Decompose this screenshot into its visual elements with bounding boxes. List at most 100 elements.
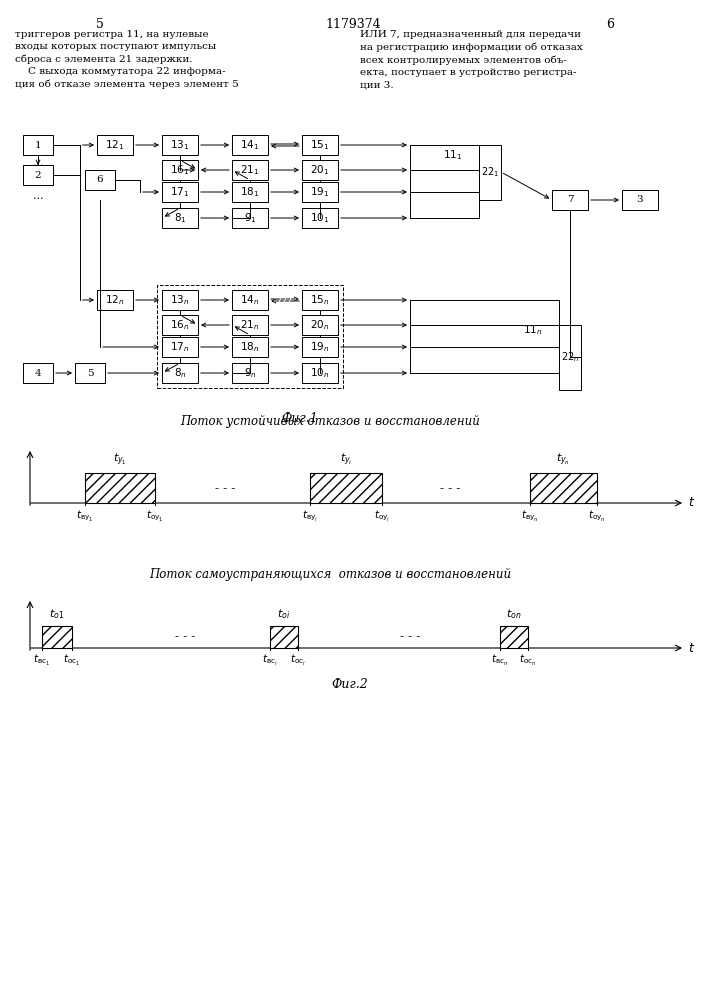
Bar: [232, 135, 268, 155]
Text: $20_n$: $20_n$: [310, 318, 329, 332]
Text: триггеров регистра 11, на нулевые
входы которых поступают импульсы
сброса с элем: триггеров регистра 11, на нулевые входы …: [15, 30, 239, 89]
Text: 7: 7: [567, 196, 573, 205]
Text: Поток устойчивых отказов и восстановлений: Поток устойчивых отказов и восстановлени…: [180, 415, 480, 428]
Text: $18_n$: $18_n$: [240, 340, 259, 354]
Bar: [162, 160, 198, 180]
Text: $19_1$: $19_1$: [310, 185, 329, 199]
Bar: [157, 285, 343, 388]
Bar: [302, 315, 338, 335]
Bar: [97, 290, 133, 310]
Bar: [302, 337, 338, 357]
Text: $18_1$: $18_1$: [240, 185, 259, 199]
Bar: [162, 337, 198, 357]
Bar: [302, 290, 338, 310]
Text: 3: 3: [637, 196, 643, 205]
Text: $t_{\text{ос}_1}$: $t_{\text{ос}_1}$: [64, 653, 81, 668]
Bar: [162, 208, 198, 228]
Text: - - -: - - -: [175, 631, 195, 644]
Text: 5: 5: [87, 368, 93, 377]
Text: $22_1$: $22_1$: [481, 165, 499, 179]
Text: $17_n$: $17_n$: [170, 340, 189, 354]
Bar: [530, 473, 597, 503]
Text: $t_{\text{вy}_i}$: $t_{\text{вy}_i}$: [302, 508, 318, 523]
Bar: [162, 363, 198, 383]
Text: $t_{\text{ос}_n}$: $t_{\text{ос}_n}$: [519, 653, 537, 668]
Text: $15_n$: $15_n$: [310, 293, 329, 307]
Text: $10_1$: $10_1$: [310, 211, 329, 225]
Text: $9_n$: $9_n$: [244, 366, 257, 380]
Text: - - -: - - -: [440, 482, 460, 494]
Text: $15_1$: $15_1$: [310, 138, 329, 152]
Text: $t_{\text{оy}_1}$: $t_{\text{оy}_1}$: [146, 508, 164, 523]
Text: $9_1$: $9_1$: [244, 211, 257, 225]
Bar: [23, 165, 53, 185]
Bar: [162, 315, 198, 335]
Text: 1179374: 1179374: [325, 18, 381, 31]
Text: $10_n$: $10_n$: [310, 366, 329, 380]
Text: $t$: $t$: [688, 642, 695, 654]
Bar: [559, 324, 581, 389]
Bar: [85, 170, 115, 190]
Text: - - -: - - -: [215, 482, 235, 494]
Text: $12_n$: $12_n$: [105, 293, 124, 307]
Bar: [23, 363, 53, 383]
Text: $t$: $t$: [688, 496, 695, 510]
Text: $17_1$: $17_1$: [170, 185, 189, 199]
Text: $t_{\text{оy}_i}$: $t_{\text{оy}_i}$: [374, 508, 390, 523]
Text: Фиг.1: Фиг.1: [281, 412, 318, 424]
Bar: [232, 363, 268, 383]
Bar: [479, 144, 501, 200]
Bar: [232, 208, 268, 228]
Text: $20_1$: $20_1$: [310, 163, 329, 177]
Bar: [23, 135, 53, 155]
Text: Фиг.2: Фиг.2: [332, 678, 368, 691]
Text: 6: 6: [97, 176, 103, 184]
Bar: [232, 290, 268, 310]
Text: 4: 4: [35, 368, 41, 377]
Text: $16_n$: $16_n$: [170, 318, 189, 332]
Text: 5: 5: [96, 18, 104, 31]
Text: Поток самоустраняющихся  отказов и восстановлений: Поток самоустраняющихся отказов и восста…: [149, 568, 511, 581]
Bar: [310, 473, 382, 503]
Bar: [302, 182, 338, 202]
Bar: [500, 626, 528, 648]
Text: $14_1$: $14_1$: [240, 138, 259, 152]
Text: $13_1$: $13_1$: [170, 138, 189, 152]
Text: $11_1$: $11_1$: [443, 148, 462, 162]
Text: $t_{y_1}$: $t_{y_1}$: [113, 452, 127, 468]
Bar: [270, 626, 298, 648]
Text: $t_{оn}$: $t_{оn}$: [506, 607, 522, 621]
Text: $21_1$: $21_1$: [240, 163, 259, 177]
Bar: [75, 363, 105, 383]
Text: $t_{о1}$: $t_{о1}$: [49, 607, 64, 621]
Bar: [85, 473, 155, 503]
Text: $8_1$: $8_1$: [174, 211, 187, 225]
Bar: [232, 182, 268, 202]
Text: $t_{\text{вy}_1}$: $t_{\text{вy}_1}$: [76, 508, 94, 523]
Text: $21_n$: $21_n$: [240, 318, 259, 332]
Text: $t_{\text{вс}_1}$: $t_{\text{вс}_1}$: [33, 653, 51, 668]
Bar: [97, 135, 133, 155]
Text: $16_1$: $16_1$: [170, 163, 189, 177]
Text: $19_n$: $19_n$: [310, 340, 329, 354]
Text: $t_{y_n}$: $t_{y_n}$: [556, 452, 571, 468]
Text: $13_n$: $13_n$: [170, 293, 189, 307]
Bar: [162, 182, 198, 202]
Text: $8_n$: $8_n$: [174, 366, 187, 380]
Bar: [302, 363, 338, 383]
Text: $t_{\text{вс}_i}$: $t_{\text{вс}_i}$: [262, 653, 278, 668]
Text: 1: 1: [35, 140, 41, 149]
Text: $t_{оi}$: $t_{оi}$: [277, 607, 291, 621]
Bar: [302, 160, 338, 180]
Text: ...: ...: [33, 158, 43, 168]
Bar: [622, 190, 658, 210]
Bar: [302, 135, 338, 155]
Text: - - -: - - -: [400, 631, 420, 644]
Text: ИЛИ 7, предназначенный для передачи
на регистрацию информации об отказах
всех ко: ИЛИ 7, предназначенный для передачи на р…: [360, 30, 583, 89]
Text: $14_n$: $14_n$: [240, 293, 259, 307]
Text: 2: 2: [35, 170, 41, 180]
Bar: [42, 626, 72, 648]
Text: $t_{\text{ос}_i}$: $t_{\text{ос}_i}$: [290, 653, 306, 668]
Text: $t_{y_i}$: $t_{y_i}$: [340, 452, 352, 468]
Bar: [552, 190, 588, 210]
